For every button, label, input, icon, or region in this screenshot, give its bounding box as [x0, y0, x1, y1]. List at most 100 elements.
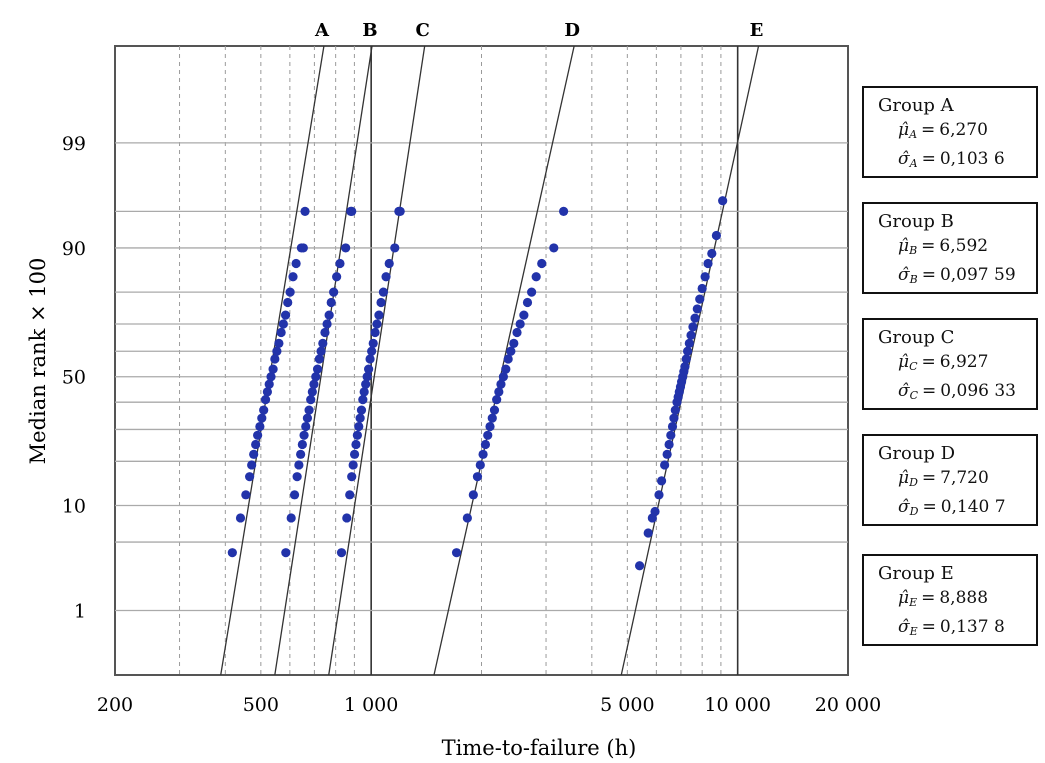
data-point-b: [326, 297, 336, 308]
data-point-a: [235, 513, 246, 523]
y-axis-label: Median rank × 100: [26, 258, 50, 465]
data-point-e: [660, 460, 670, 470]
mu-symbol: μ̂: [898, 468, 910, 488]
data-point-d: [519, 310, 529, 320]
data-point-c: [368, 338, 378, 348]
x-tick-label: 5 000: [600, 694, 654, 716]
data-point-c: [348, 460, 358, 470]
data-point-c: [336, 548, 347, 558]
equals-sign: =: [921, 588, 936, 608]
data-point-a: [253, 430, 263, 440]
sigma-value: 0,096 33: [940, 381, 1016, 401]
group-name: Group A: [878, 95, 954, 116]
equals-sign: =: [921, 265, 936, 285]
data-point-c: [349, 449, 360, 459]
data-point-d: [462, 513, 472, 523]
data-point-c: [390, 243, 400, 253]
data-point-e: [664, 439, 674, 450]
data-point-c: [367, 346, 377, 356]
data-point-c: [364, 364, 374, 374]
line-label-c: C: [416, 20, 430, 41]
equals-sign: =: [921, 236, 936, 256]
data-point-d: [494, 387, 504, 397]
data-point-a: [245, 472, 255, 482]
data-point-b: [307, 387, 317, 397]
data-point-c: [358, 394, 368, 405]
data-point-e: [703, 258, 713, 269]
group-name: Group E: [878, 563, 954, 584]
data-point-c: [342, 513, 352, 523]
data-points: [227, 196, 728, 571]
equals-sign: =: [921, 617, 936, 637]
mu-symbol: μ̂: [898, 588, 910, 608]
data-point-d: [496, 379, 506, 389]
equals-sign: =: [921, 120, 936, 140]
data-point-c: [345, 490, 355, 500]
data-point-d: [489, 405, 500, 415]
mu-value: 6,270: [939, 120, 988, 140]
data-point-d: [478, 449, 488, 459]
data-point-a: [262, 387, 272, 397]
data-point-e: [682, 346, 693, 356]
data-point-c: [384, 258, 394, 269]
equals-sign: =: [921, 468, 937, 488]
group-a-box: Group A μ̂A = 6,270 σ̂A = 0,103 6: [862, 86, 1038, 178]
data-point-b: [306, 394, 316, 405]
equals-sign: =: [922, 497, 937, 517]
data-point-d: [559, 206, 569, 217]
data-point-b: [318, 338, 328, 348]
data-point-e: [695, 294, 705, 304]
data-point-e: [669, 413, 679, 423]
data-point-d: [487, 413, 497, 423]
data-point-e: [700, 272, 710, 282]
y-tick-label: 99: [62, 133, 86, 155]
y-axis-ticks: 1 10 50 90 99: [62, 133, 86, 623]
data-point-b: [322, 319, 332, 329]
mu-subscript: B: [909, 244, 918, 257]
data-point-b: [311, 372, 321, 382]
data-point-a: [278, 319, 288, 329]
data-point-c: [356, 405, 367, 415]
x-tick-label: 500: [243, 694, 279, 716]
sigma-symbol: σ̂: [898, 149, 910, 169]
x-tick-label: 10 000: [704, 694, 770, 716]
data-point-b: [292, 472, 302, 482]
x-tick-label: 20 000: [815, 694, 881, 716]
data-point-b: [324, 310, 334, 320]
data-point-b: [281, 548, 291, 558]
data-point-e: [707, 248, 717, 259]
line-label-b: B: [362, 20, 377, 41]
x-tick-label: 1 000: [344, 694, 398, 716]
mu-row: μ̂C = 6,927: [878, 350, 1036, 379]
y-tick-label: 50: [62, 367, 86, 389]
mu-row: μ̂A = 6,270: [878, 118, 1036, 147]
data-point-e: [650, 506, 660, 517]
sigma-subscript: D: [909, 505, 919, 518]
data-point-e: [656, 476, 667, 486]
x-axis-label: Time-to-failure (h): [442, 736, 637, 760]
data-point-c: [378, 287, 389, 297]
data-point-a: [259, 405, 269, 415]
data-point-d: [475, 460, 485, 470]
x-tick-label: 200: [97, 694, 133, 716]
sigma-value: 0,103 6: [939, 149, 1005, 169]
data-point-e: [697, 283, 707, 294]
group-name: Group C: [878, 327, 955, 348]
data-point-b: [302, 413, 313, 423]
line-label-e: E: [750, 20, 764, 41]
mu-row: μ̂B = 6,592: [878, 234, 1036, 263]
data-point-d: [537, 258, 547, 269]
data-point-a: [300, 206, 310, 217]
data-point-e: [667, 421, 678, 432]
data-point-a: [276, 327, 286, 338]
data-point-c: [370, 327, 380, 338]
data-point-b: [329, 287, 339, 297]
data-point-b: [299, 430, 309, 440]
data-point-e: [634, 561, 645, 571]
data-point-e: [690, 313, 700, 323]
mu-subscript: D: [909, 476, 918, 489]
data-point-e: [680, 362, 690, 372]
data-point-a: [249, 449, 259, 459]
data-point-a: [266, 372, 276, 382]
data-point-b: [312, 364, 323, 374]
